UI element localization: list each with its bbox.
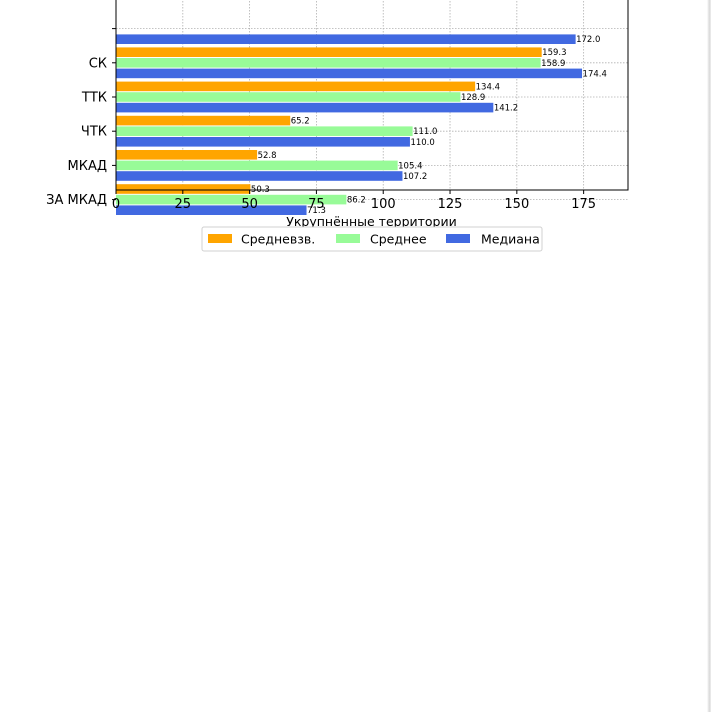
x-tick-label: 25 bbox=[175, 197, 192, 212]
x-axis-title: Укрупнённые территории bbox=[286, 214, 457, 229]
bar-value-label: 86.2 bbox=[347, 196, 366, 206]
x-tick-label: 50 bbox=[241, 197, 258, 212]
bar-value-label: 111.0 bbox=[413, 127, 437, 137]
bar bbox=[116, 58, 541, 68]
y-category-label: ЗА МКАД bbox=[46, 193, 107, 208]
x-axis: 0 25 50 75 100 125 150 175 bbox=[112, 190, 596, 212]
bar-value-label: 174.4 bbox=[583, 69, 607, 79]
legend-entry: Среднее bbox=[336, 232, 427, 247]
bar-value-label: 141.2 bbox=[494, 104, 518, 114]
legend-label: Средневзв. bbox=[241, 232, 315, 247]
bar-value-label: 128.9 bbox=[461, 93, 485, 103]
bar-value-label: 159.3 bbox=[542, 48, 566, 58]
y-category-label: СК bbox=[89, 56, 107, 71]
x-tick-label: 0 bbox=[112, 197, 120, 212]
legend-entry: Средневзв. bbox=[208, 232, 315, 247]
bar-value-label: 52.8 bbox=[258, 151, 277, 161]
bar bbox=[116, 126, 413, 136]
bar-value-label: 105.4 bbox=[398, 161, 422, 171]
bar-value-label: 65.2 bbox=[291, 117, 310, 127]
y-category-label: ТТК bbox=[81, 91, 107, 106]
legend-label: Среднее bbox=[370, 232, 427, 247]
bar bbox=[116, 194, 347, 205]
x-tick-label: 100 bbox=[371, 197, 396, 212]
y-category-label: МКАД bbox=[68, 159, 108, 174]
plot-frame bbox=[115, 0, 629, 191]
legend: Средневзв. Среднее Медиана bbox=[201, 226, 543, 252]
bar bbox=[116, 184, 251, 194]
bar-value-label: 172.0 bbox=[576, 35, 600, 45]
bar bbox=[116, 160, 398, 171]
x-tick-label: 75 bbox=[308, 197, 325, 212]
legend-entry: Медиана bbox=[446, 232, 540, 247]
bar bbox=[116, 47, 542, 57]
x-tick-label: 175 bbox=[571, 197, 596, 212]
bar-value-label: 110.0 bbox=[410, 138, 434, 148]
x-tick-label: 150 bbox=[504, 197, 529, 212]
bar bbox=[116, 34, 576, 44]
bar-value-label: 107.2 bbox=[403, 172, 427, 182]
bar bbox=[116, 102, 494, 113]
bar-value-label: 158.9 bbox=[541, 59, 565, 69]
y-category-label: ЧТК bbox=[81, 125, 107, 140]
page-edge bbox=[707, 0, 711, 712]
y-axis: СК ТТК ЧТК МКАД ЗА МКАД bbox=[46, 28, 116, 208]
legend-swatch bbox=[446, 234, 470, 243]
x-tick-label: 125 bbox=[438, 197, 463, 212]
bar bbox=[116, 150, 258, 160]
bar bbox=[116, 171, 403, 181]
bar bbox=[116, 137, 410, 147]
bar bbox=[116, 81, 476, 92]
bar bbox=[116, 92, 461, 102]
legend-swatch bbox=[336, 234, 360, 243]
legend-label: Медиана bbox=[481, 232, 540, 247]
bar-value-label: 71.3 bbox=[307, 206, 326, 216]
bar-value-label: 134.4 bbox=[476, 82, 500, 92]
bar bbox=[116, 68, 583, 79]
legend-swatch bbox=[208, 234, 232, 243]
bars bbox=[116, 34, 583, 215]
bar bbox=[116, 205, 307, 215]
bar bbox=[116, 115, 291, 126]
legend-frame bbox=[201, 226, 543, 252]
